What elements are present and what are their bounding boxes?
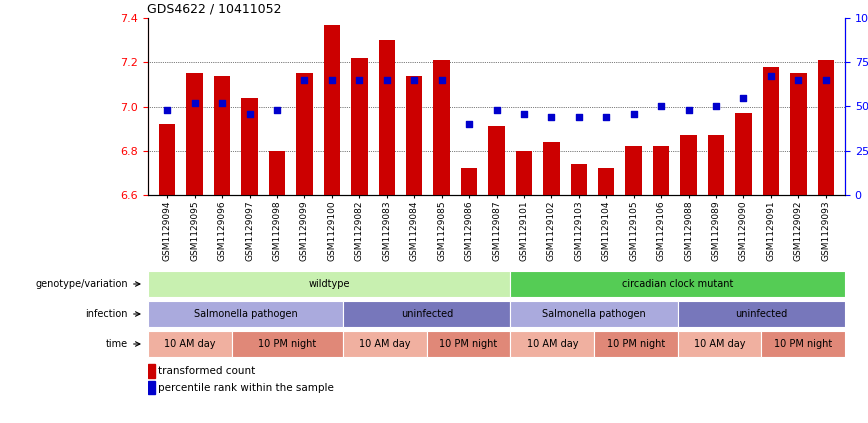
- Text: time: time: [106, 339, 128, 349]
- Bar: [343, 330, 427, 357]
- Point: [215, 99, 229, 106]
- Bar: [761, 330, 845, 357]
- Bar: [461, 168, 477, 195]
- Point: [627, 110, 641, 117]
- Text: Salmonella pathogen: Salmonella pathogen: [542, 309, 646, 319]
- Point: [681, 107, 695, 113]
- Bar: [790, 73, 806, 195]
- Bar: [681, 135, 697, 195]
- Bar: [269, 151, 286, 195]
- Text: transformed count: transformed count: [158, 366, 255, 376]
- Bar: [763, 67, 779, 195]
- Bar: [543, 142, 560, 195]
- Text: 10 PM night: 10 PM night: [774, 339, 832, 349]
- Bar: [427, 330, 510, 357]
- Bar: [343, 301, 510, 327]
- Bar: [707, 135, 724, 195]
- Text: Salmonella pathogen: Salmonella pathogen: [194, 309, 298, 319]
- Point: [380, 77, 394, 83]
- Text: infection: infection: [85, 309, 128, 319]
- Text: 10 AM day: 10 AM day: [359, 339, 411, 349]
- Text: 10 AM day: 10 AM day: [164, 339, 215, 349]
- Text: GDS4622 / 10411052: GDS4622 / 10411052: [147, 3, 281, 16]
- Point: [242, 110, 256, 117]
- Text: 10 AM day: 10 AM day: [527, 339, 578, 349]
- Point: [187, 99, 201, 106]
- Text: wildtype: wildtype: [308, 279, 350, 289]
- Bar: [296, 73, 312, 195]
- Bar: [653, 146, 669, 195]
- Bar: [187, 73, 203, 195]
- Bar: [148, 301, 343, 327]
- Bar: [241, 98, 258, 195]
- Bar: [678, 330, 761, 357]
- Point: [298, 77, 312, 83]
- Point: [161, 107, 174, 113]
- Point: [709, 103, 723, 110]
- Bar: [148, 330, 232, 357]
- Bar: [351, 58, 367, 195]
- Point: [490, 107, 503, 113]
- Point: [572, 114, 586, 121]
- Bar: [159, 124, 175, 195]
- Bar: [148, 271, 510, 297]
- Point: [819, 77, 832, 83]
- Point: [352, 77, 366, 83]
- Bar: [378, 40, 395, 195]
- Bar: [510, 330, 594, 357]
- Bar: [735, 113, 752, 195]
- Bar: [324, 25, 340, 195]
- Point: [792, 77, 806, 83]
- Text: genotype/variation: genotype/variation: [36, 279, 128, 289]
- Text: percentile rank within the sample: percentile rank within the sample: [158, 382, 333, 393]
- Bar: [510, 271, 845, 297]
- Text: uninfected: uninfected: [401, 309, 453, 319]
- Point: [599, 114, 613, 121]
- Point: [517, 110, 531, 117]
- Point: [325, 77, 339, 83]
- Text: 10 PM night: 10 PM night: [607, 339, 665, 349]
- Bar: [214, 76, 230, 195]
- Point: [435, 77, 449, 83]
- Text: 10 AM day: 10 AM day: [694, 339, 746, 349]
- Point: [737, 94, 751, 101]
- Point: [764, 73, 778, 80]
- Bar: [148, 365, 155, 378]
- Point: [407, 77, 421, 83]
- Bar: [406, 76, 423, 195]
- Bar: [594, 330, 678, 357]
- Bar: [489, 126, 504, 195]
- Bar: [148, 381, 155, 394]
- Text: circadian clock mutant: circadian clock mutant: [622, 279, 733, 289]
- Point: [462, 121, 476, 128]
- Point: [544, 114, 558, 121]
- Bar: [626, 146, 642, 195]
- Bar: [818, 60, 834, 195]
- Bar: [232, 330, 343, 357]
- Bar: [678, 301, 845, 327]
- Bar: [433, 60, 450, 195]
- Text: 10 PM night: 10 PM night: [439, 339, 497, 349]
- Bar: [516, 151, 532, 195]
- Point: [270, 107, 284, 113]
- Bar: [570, 164, 587, 195]
- Text: uninfected: uninfected: [735, 309, 787, 319]
- Bar: [598, 168, 615, 195]
- Text: 10 PM night: 10 PM night: [259, 339, 317, 349]
- Bar: [510, 301, 678, 327]
- Point: [654, 103, 668, 110]
